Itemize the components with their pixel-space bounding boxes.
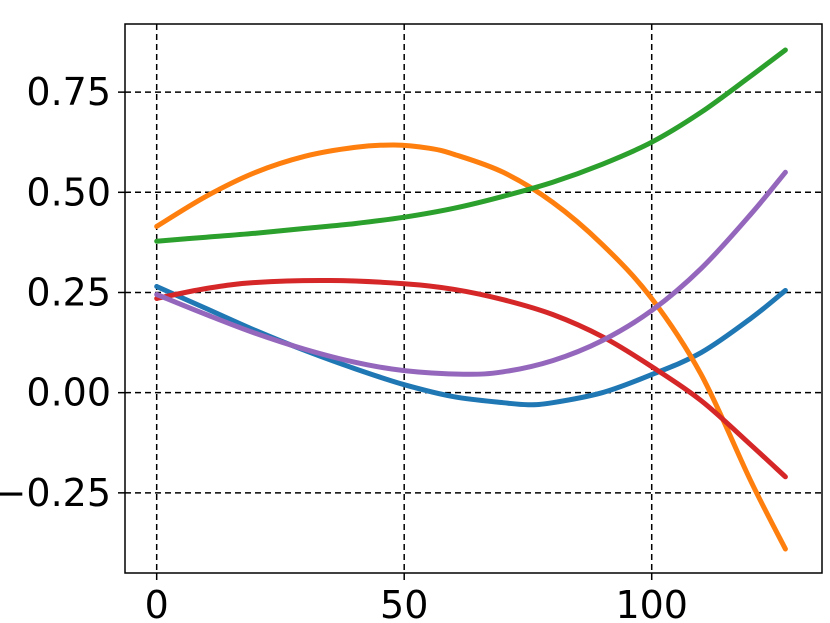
y-tick-label: 0.75 — [26, 70, 111, 114]
series-layer — [154, 47, 788, 552]
y-tick-label: −0.25 — [0, 471, 111, 515]
y-tick-label: 0.00 — [26, 371, 111, 415]
grid-layer — [125, 24, 822, 573]
x-tick-label: 100 — [615, 583, 688, 623]
y-tick-label: 0.25 — [26, 270, 111, 314]
x-tick-label: 50 — [380, 583, 428, 623]
series-line-3 — [154, 47, 788, 244]
x-tick-label: 0 — [145, 583, 169, 623]
series-line-4 — [154, 277, 788, 480]
series-line-5 — [154, 169, 788, 377]
ticks-layer: 0 50 100 −0.25 0.00 0.25 0.50 0.75 — [0, 70, 688, 623]
series-line-2 — [154, 142, 788, 552]
series-line-1 — [154, 284, 788, 408]
y-tick-label: 0.50 — [26, 170, 111, 214]
axes-frame — [124, 23, 823, 574]
